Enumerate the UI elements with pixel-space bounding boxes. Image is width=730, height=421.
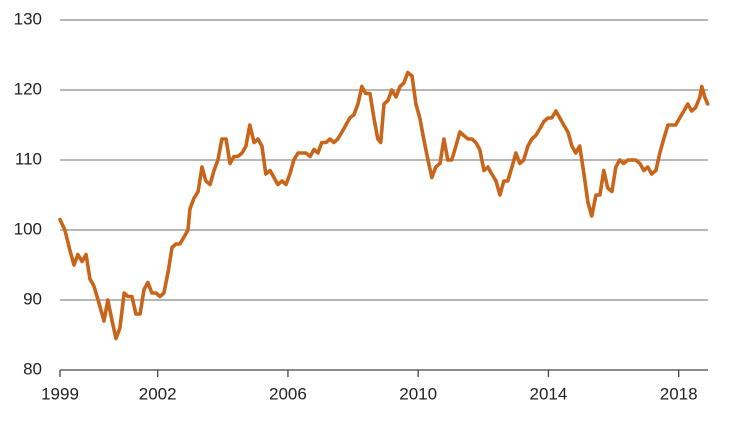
x-tick-label: 2018 xyxy=(660,384,698,403)
x-tick-label: 2010 xyxy=(399,384,437,403)
y-tick-label: 110 xyxy=(15,149,42,168)
y-tick-label: 80 xyxy=(23,359,42,378)
x-tick-label: 2014 xyxy=(530,384,568,403)
y-tick-label: 90 xyxy=(23,289,42,308)
data-line xyxy=(58,70,710,341)
y-tick-label: 130 xyxy=(14,9,42,28)
y-tick-label: 100 xyxy=(14,219,42,238)
x-tick-label: 2006 xyxy=(269,384,307,403)
y-tick-label: 120 xyxy=(14,79,42,98)
x-tick-label: 1999 xyxy=(41,384,79,403)
x-tick-label: 2002 xyxy=(139,384,177,403)
